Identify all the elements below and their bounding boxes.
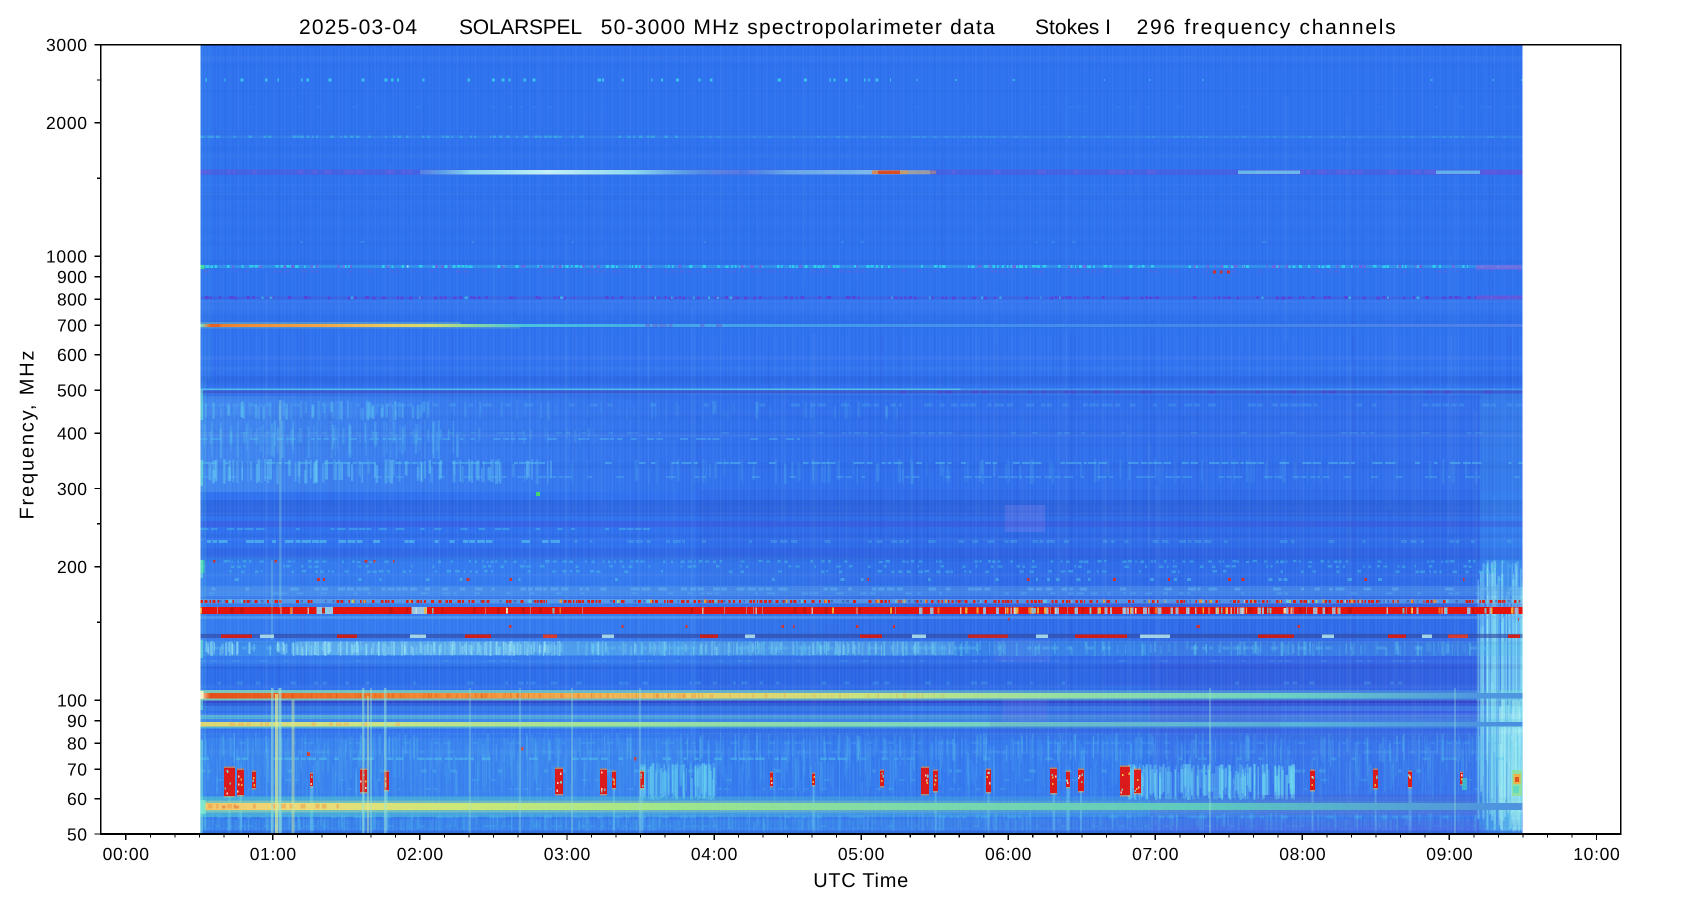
svg-text:07:00: 07:00 <box>1132 844 1179 864</box>
svg-text:296 frequency channels: 296 frequency channels <box>1137 16 1396 39</box>
svg-text:500: 500 <box>57 380 87 400</box>
svg-text:1000: 1000 <box>46 247 87 267</box>
svg-text:100: 100 <box>57 691 87 711</box>
svg-text:60: 60 <box>67 789 87 809</box>
svg-text:Stokes I: Stokes I <box>1035 16 1111 39</box>
svg-text:700: 700 <box>57 316 87 336</box>
svg-text:300: 300 <box>57 479 87 499</box>
svg-text:70: 70 <box>67 759 87 779</box>
svg-text:50: 50 <box>67 824 87 844</box>
svg-text:10:00: 10:00 <box>1573 844 1620 864</box>
svg-text:2000: 2000 <box>46 113 87 133</box>
svg-text:UTC Time: UTC Time <box>813 870 908 892</box>
svg-text:04:00: 04:00 <box>691 844 738 864</box>
svg-text:06:00: 06:00 <box>985 844 1032 864</box>
svg-text:Frequency, MHz: Frequency, MHz <box>17 351 39 520</box>
svg-text:600: 600 <box>57 345 87 365</box>
svg-text:400: 400 <box>57 423 87 443</box>
svg-text:80: 80 <box>67 734 87 754</box>
svg-text:01:00: 01:00 <box>250 844 297 864</box>
svg-text:03:00: 03:00 <box>544 844 591 864</box>
svg-text:900: 900 <box>57 267 87 287</box>
svg-text:00:00: 00:00 <box>103 844 150 864</box>
svg-text:90: 90 <box>67 711 87 731</box>
svg-text:05:00: 05:00 <box>838 844 885 864</box>
svg-text:09:00: 09:00 <box>1426 844 1473 864</box>
svg-text:08:00: 08:00 <box>1279 844 1326 864</box>
svg-text:02:00: 02:00 <box>397 844 444 864</box>
svg-text:50-3000 MHz spectropolarimeter: 50-3000 MHz spectropolarimeter data <box>601 16 995 39</box>
svg-text:SOLARSPEL: SOLARSPEL <box>459 16 582 39</box>
svg-text:3000: 3000 <box>46 35 87 55</box>
svg-text:2025-03-04: 2025-03-04 <box>299 16 417 39</box>
svg-text:200: 200 <box>57 557 87 577</box>
svg-text:800: 800 <box>57 290 87 310</box>
